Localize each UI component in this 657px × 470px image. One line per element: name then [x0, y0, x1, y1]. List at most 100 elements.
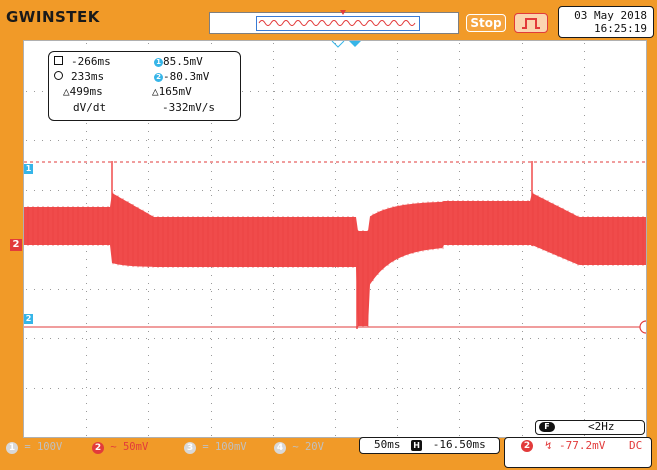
grid-dot: [346, 190, 347, 191]
grid-dot: [273, 395, 274, 396]
grid-dot: [397, 411, 398, 412]
grid-dot: [522, 51, 523, 52]
grid-dot: [170, 140, 171, 141]
grid-dot: [146, 388, 147, 389]
grid-dot: [282, 190, 283, 191]
grid-dot: [273, 299, 274, 300]
grid-dot: [335, 75, 336, 76]
grid-dot: [570, 338, 571, 339]
trigger-status-button[interactable]: [514, 13, 548, 33]
grid-dot: [211, 163, 212, 164]
grid-dot: [335, 339, 336, 340]
grid-dot: [522, 355, 523, 356]
grid-dot: [170, 190, 171, 191]
cursor-readout[interactable]: -266ms 1 85.5mV 233ms 2 -80.3mV △499ms △16…: [48, 51, 241, 121]
grid-dot: [162, 140, 163, 141]
grid-dot: [354, 190, 355, 191]
grid-dot: [335, 123, 336, 124]
grid-dot: [335, 403, 336, 404]
grid-dot: [610, 388, 611, 389]
grid-dot: [442, 91, 443, 92]
grid-dot: [330, 289, 331, 290]
date-time-display: 03 May 2018 16:25:19: [558, 6, 654, 38]
grid-dot: [584, 171, 585, 172]
grid-dot: [459, 155, 460, 156]
grid-dot: [282, 338, 283, 339]
grid-dot: [434, 190, 435, 191]
grid-dot: [148, 155, 149, 156]
channel2-offset-marker[interactable]: 2: [10, 239, 22, 251]
grid-dot: [273, 43, 274, 44]
grid-dot: [474, 190, 475, 191]
grid-dot: [211, 203, 212, 204]
grid-dot: [148, 139, 149, 140]
grid-dot: [362, 338, 363, 339]
grid-dot: [314, 140, 315, 141]
grid-dot: [602, 388, 603, 389]
channel2-info[interactable]: 2 ~ 50mV: [92, 440, 148, 454]
pulse-icon: [522, 18, 540, 29]
channel2-icon: 2: [92, 442, 104, 454]
grid-dot: [290, 91, 291, 92]
channel4-info[interactable]: 4 ~ 20V: [274, 440, 324, 454]
grid-dot: [335, 171, 336, 172]
grid-dot: [482, 140, 483, 141]
grid-dot: [450, 388, 451, 389]
grid-dot: [266, 91, 267, 92]
grid-dot: [148, 299, 149, 300]
grid-dot: [86, 251, 87, 252]
channel3-info[interactable]: 3 = 100mV: [184, 440, 247, 454]
grid-dot: [266, 190, 267, 191]
grid-dot: [148, 339, 149, 340]
grid-dot: [459, 83, 460, 84]
grid-dot: [522, 315, 523, 316]
grid-dot: [514, 190, 515, 191]
cursor2-marker[interactable]: 2: [24, 314, 33, 324]
grid-dot: [114, 388, 115, 389]
grid-dot: [584, 403, 585, 404]
grid-dot: [459, 275, 460, 276]
grid-dot: [522, 388, 523, 389]
grid-dot: [86, 179, 87, 180]
grid-dot: [426, 289, 427, 290]
run-stop-button[interactable]: Stop: [466, 14, 506, 32]
grid-dot: [594, 338, 595, 339]
grid-dot: [273, 131, 274, 132]
grid-dot: [584, 323, 585, 324]
grid-dot: [186, 338, 187, 339]
waveform-overview[interactable]: [209, 10, 459, 34]
grid-dot: [546, 190, 547, 191]
grid-dot: [554, 289, 555, 290]
grid-dot: [86, 203, 87, 204]
grid-dot: [459, 267, 460, 268]
grid-dot: [514, 388, 515, 389]
grid-dot: [273, 147, 274, 148]
timebase-info[interactable]: 50ms H -16.50ms: [359, 437, 500, 454]
cursor1-marker[interactable]: 1: [24, 164, 33, 174]
grid-dot: [594, 190, 595, 191]
grid-dot: [459, 427, 460, 428]
grid-dot: [458, 338, 459, 339]
grid-dot: [370, 388, 371, 389]
grid-dot: [273, 379, 274, 380]
grid-dot: [335, 107, 336, 108]
grid-dot: [58, 289, 59, 290]
trigger-info[interactable]: 2 ↯ -77.2mV DC: [504, 437, 652, 468]
grid-dot: [354, 388, 355, 389]
grid-dot: [459, 315, 460, 316]
grid-dot: [584, 203, 585, 204]
grid-dot: [506, 338, 507, 339]
grid-dot: [335, 315, 336, 316]
grid-dot: [148, 267, 149, 268]
grid-dot: [586, 289, 587, 290]
grid-dot: [306, 140, 307, 141]
channel2-trace: [24, 161, 646, 329]
channel1-info[interactable]: 1 = 100V: [6, 440, 62, 454]
grid-dot: [522, 338, 523, 339]
overview-window[interactable]: [256, 16, 420, 31]
grid-dot: [148, 211, 149, 212]
waveform-screen[interactable]: -266ms 1 85.5mV 233ms 2 -80.3mV △499ms △16…: [23, 40, 647, 438]
grid-dot: [322, 289, 323, 290]
grid-dot: [522, 251, 523, 252]
